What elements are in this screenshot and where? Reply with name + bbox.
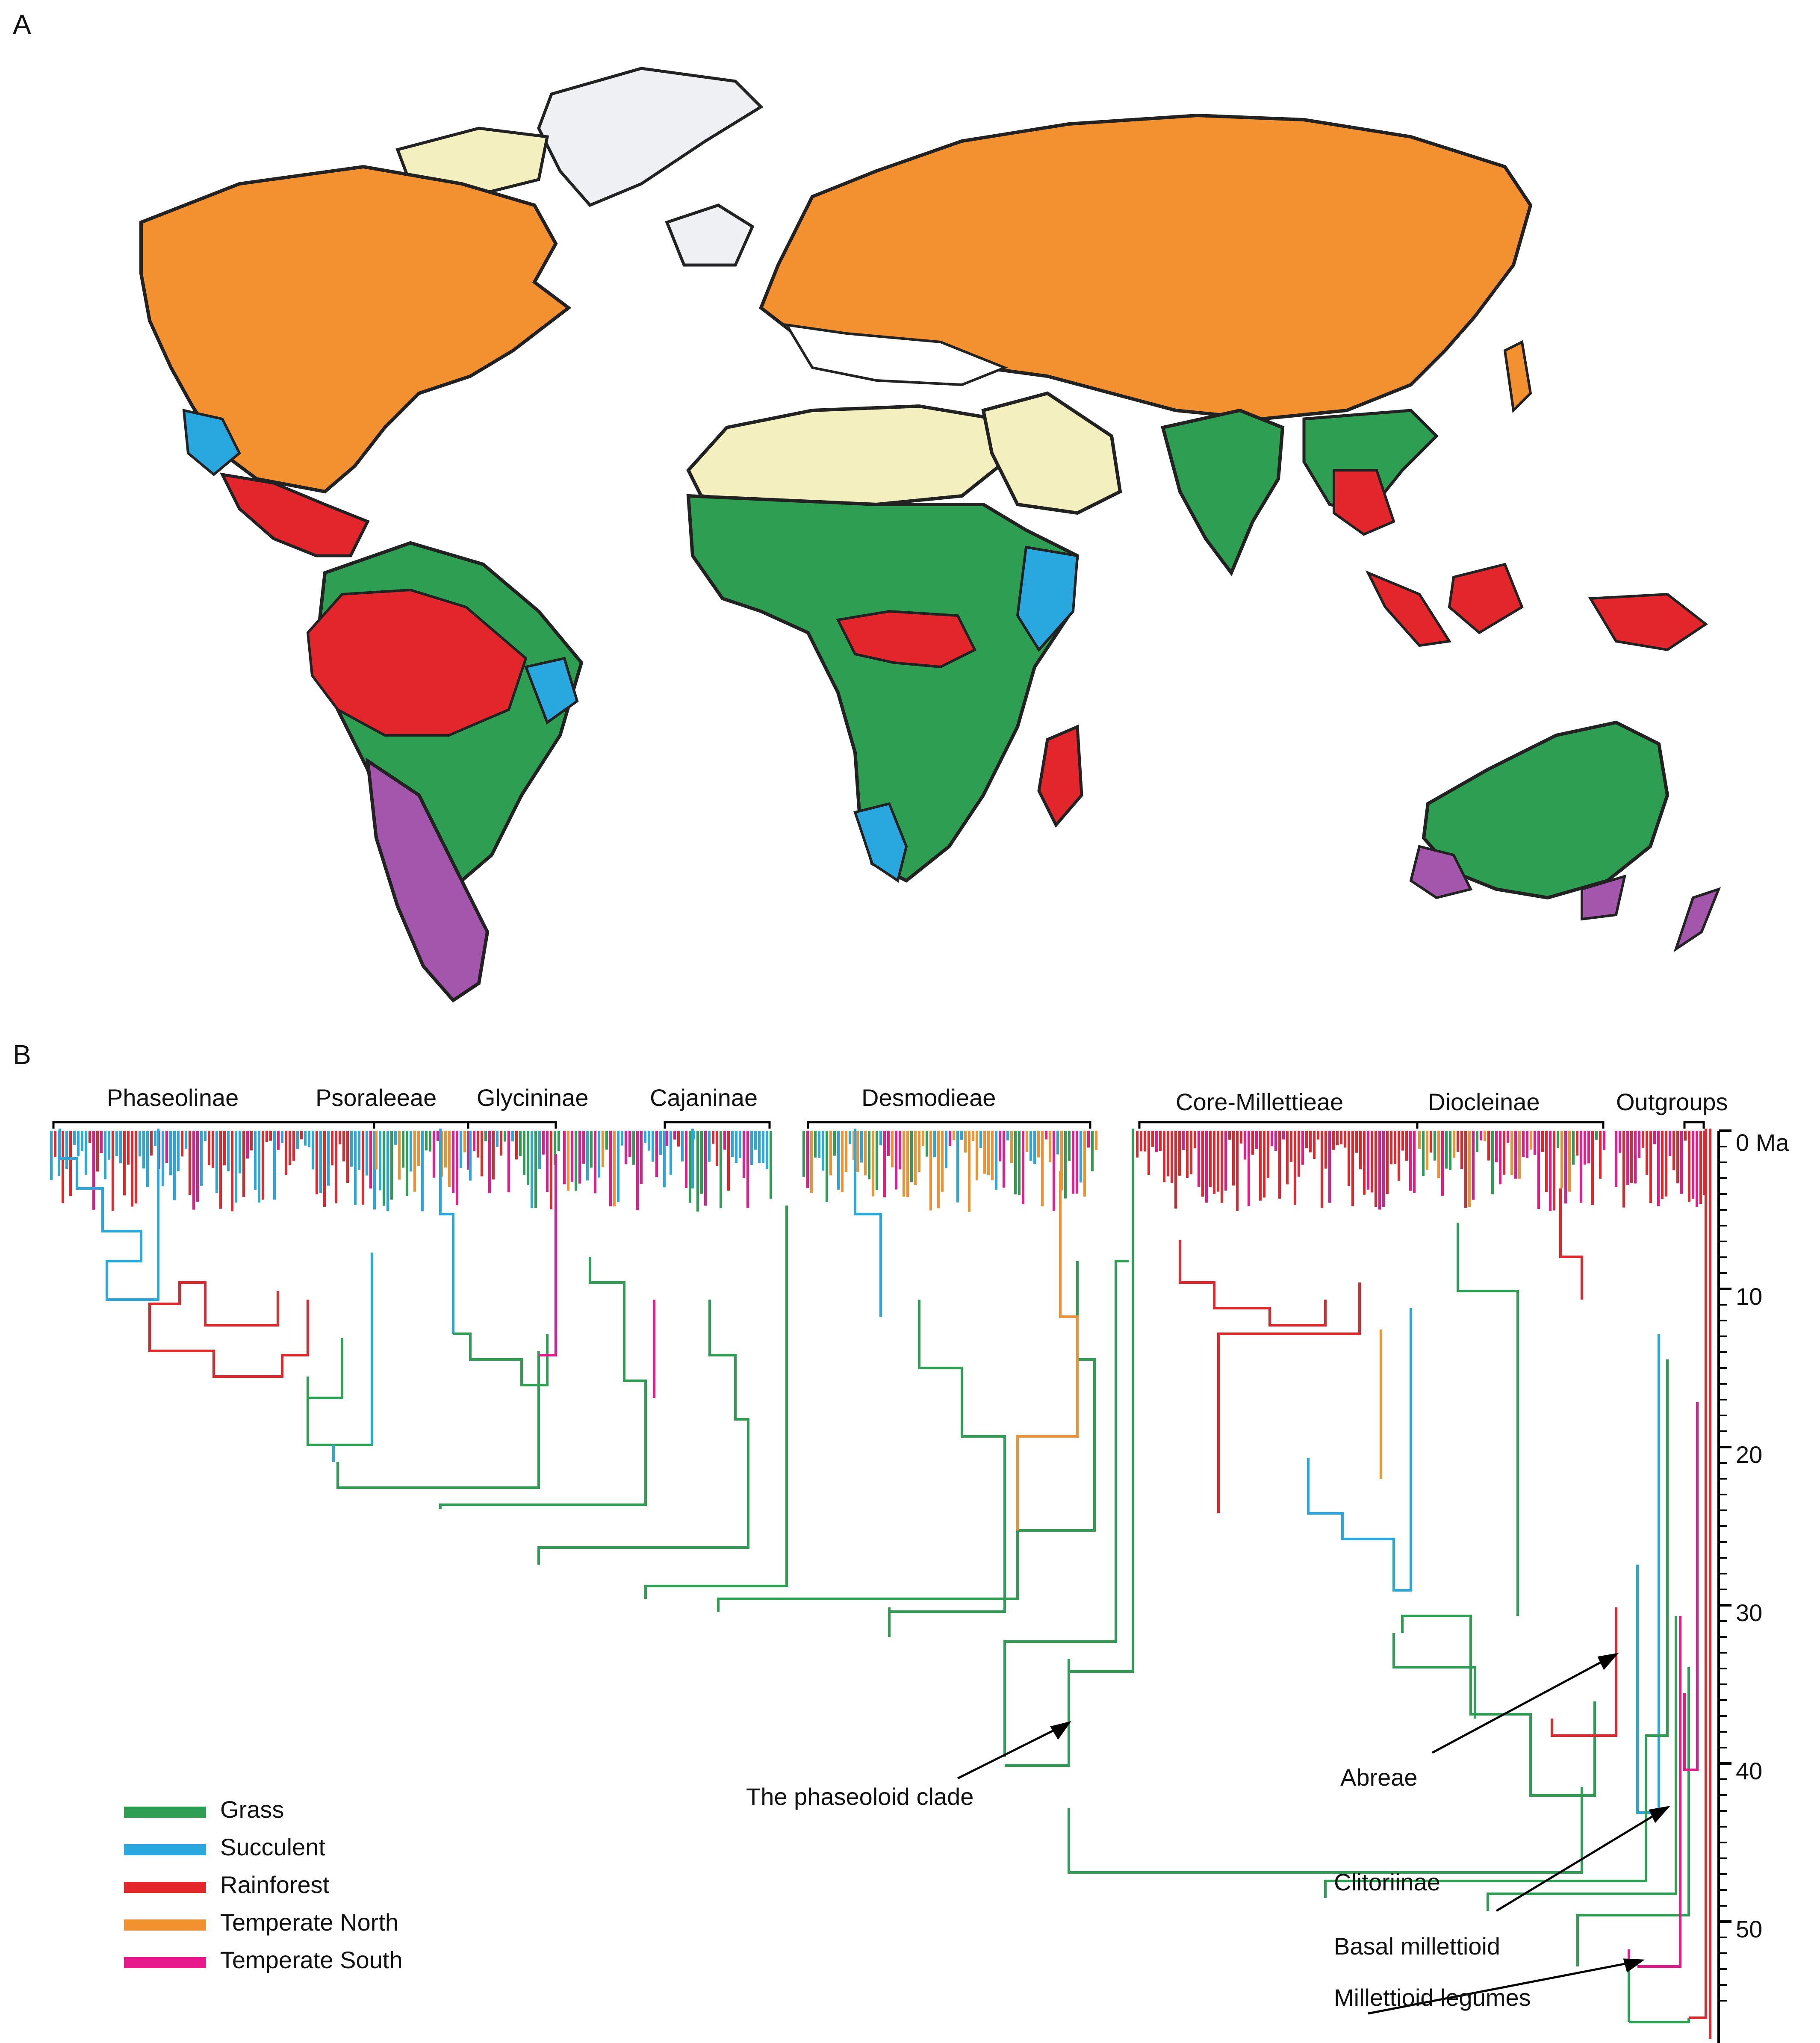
sumatra: [1365, 570, 1452, 647]
panel-label-a: A: [13, 9, 31, 40]
phylogeny-tree: [50, 1121, 1732, 2043]
arctic-islands-2: [665, 203, 755, 267]
greenland-ice: [537, 67, 764, 207]
annotation-clitoriinae: Clitoriinae: [1334, 1869, 1440, 1896]
clade-label-phaseolinae: Phaseolinae: [107, 1084, 239, 1111]
new-zealand: [1673, 887, 1721, 952]
annotation-abreae: Abreae: [1340, 1764, 1418, 1791]
legend-label-grass: Grass: [220, 1796, 284, 1823]
annotation-arrows: [957, 1653, 1670, 2015]
south-america-rainforest: [306, 588, 528, 737]
legend-label-rainforest: Rainforest: [220, 1871, 330, 1898]
axis-tick-label-30: 30: [1736, 1599, 1763, 1626]
tree-backbone: [59, 1129, 1711, 2039]
japan: [1503, 340, 1532, 413]
axis-ticks: [1719, 1129, 1732, 2002]
clade-label-diocleinae: Diocleinae: [1428, 1088, 1540, 1115]
clade-label-psoraleeae: Psoraleeae: [316, 1084, 437, 1111]
axis-tick-label-50: 50: [1736, 1916, 1763, 1943]
australia-se: [1581, 874, 1627, 921]
axis-tick-label-20: 20: [1736, 1441, 1763, 1468]
axis-tick-label-40: 40: [1736, 1757, 1763, 1784]
annotation-phaseoloid-clade: The phaseoloid clade: [746, 1783, 974, 1810]
sahara: [686, 404, 1007, 506]
mediterranean: [784, 323, 1009, 386]
annotation-millettioid-legumes: Millettioid legumes: [1334, 1984, 1531, 2011]
southern-africa: [853, 802, 908, 883]
arabia: [981, 391, 1122, 515]
australia-sw: [1409, 845, 1473, 899]
borneo: [1448, 563, 1524, 634]
clade-label-core-millettieae: Core-Millettieae: [1176, 1088, 1344, 1115]
clade-label-glycininae: Glycininae: [477, 1084, 589, 1111]
new-guinea: [1588, 593, 1708, 652]
madagascar: [1037, 724, 1083, 828]
south-america-succulent: [524, 657, 579, 725]
tree-tips: [50, 1131, 1706, 1212]
world-biome-map: [139, 67, 1721, 1003]
se-asia-rain: [1333, 469, 1395, 536]
central-america: [219, 472, 370, 557]
south-america-south: [366, 757, 490, 1003]
axis-tick-label-10: 10: [1736, 1283, 1763, 1310]
legend-swatch-temperate-south: [124, 1957, 206, 1968]
clade-label-outgroups: Outgroups: [1616, 1088, 1728, 1115]
north-america: [139, 165, 572, 494]
clade-label-desmodieae: Desmodieae: [861, 1084, 996, 1111]
legend-swatch-temperate-north: [124, 1919, 206, 1931]
clade-brackets: [52, 1121, 1705, 1129]
africa-grass: [686, 494, 1080, 883]
legend-label-temperate-north: Temperate North: [220, 1909, 399, 1936]
legend-swatch-succulent: [124, 1844, 206, 1855]
legend-swatch-grass: [124, 1807, 206, 1818]
legend-swatch-rainforest: [124, 1882, 206, 1893]
na-succulent: [182, 409, 241, 476]
clade-label-cajaninae: Cajaninae: [650, 1084, 758, 1111]
annotation-basal-millettioid: Basal millettioid: [1334, 1933, 1501, 1960]
panel-label-b: B: [13, 1039, 31, 1070]
india: [1161, 408, 1285, 576]
legend-label-succulent: Succulent: [220, 1834, 325, 1860]
axis-origin-label: 0 Ma: [1736, 1129, 1789, 1156]
horn-africa: [1016, 545, 1079, 652]
africa-rainforest: [836, 610, 977, 669]
legend-label-temperate-south: Temperate South: [220, 1946, 403, 1973]
